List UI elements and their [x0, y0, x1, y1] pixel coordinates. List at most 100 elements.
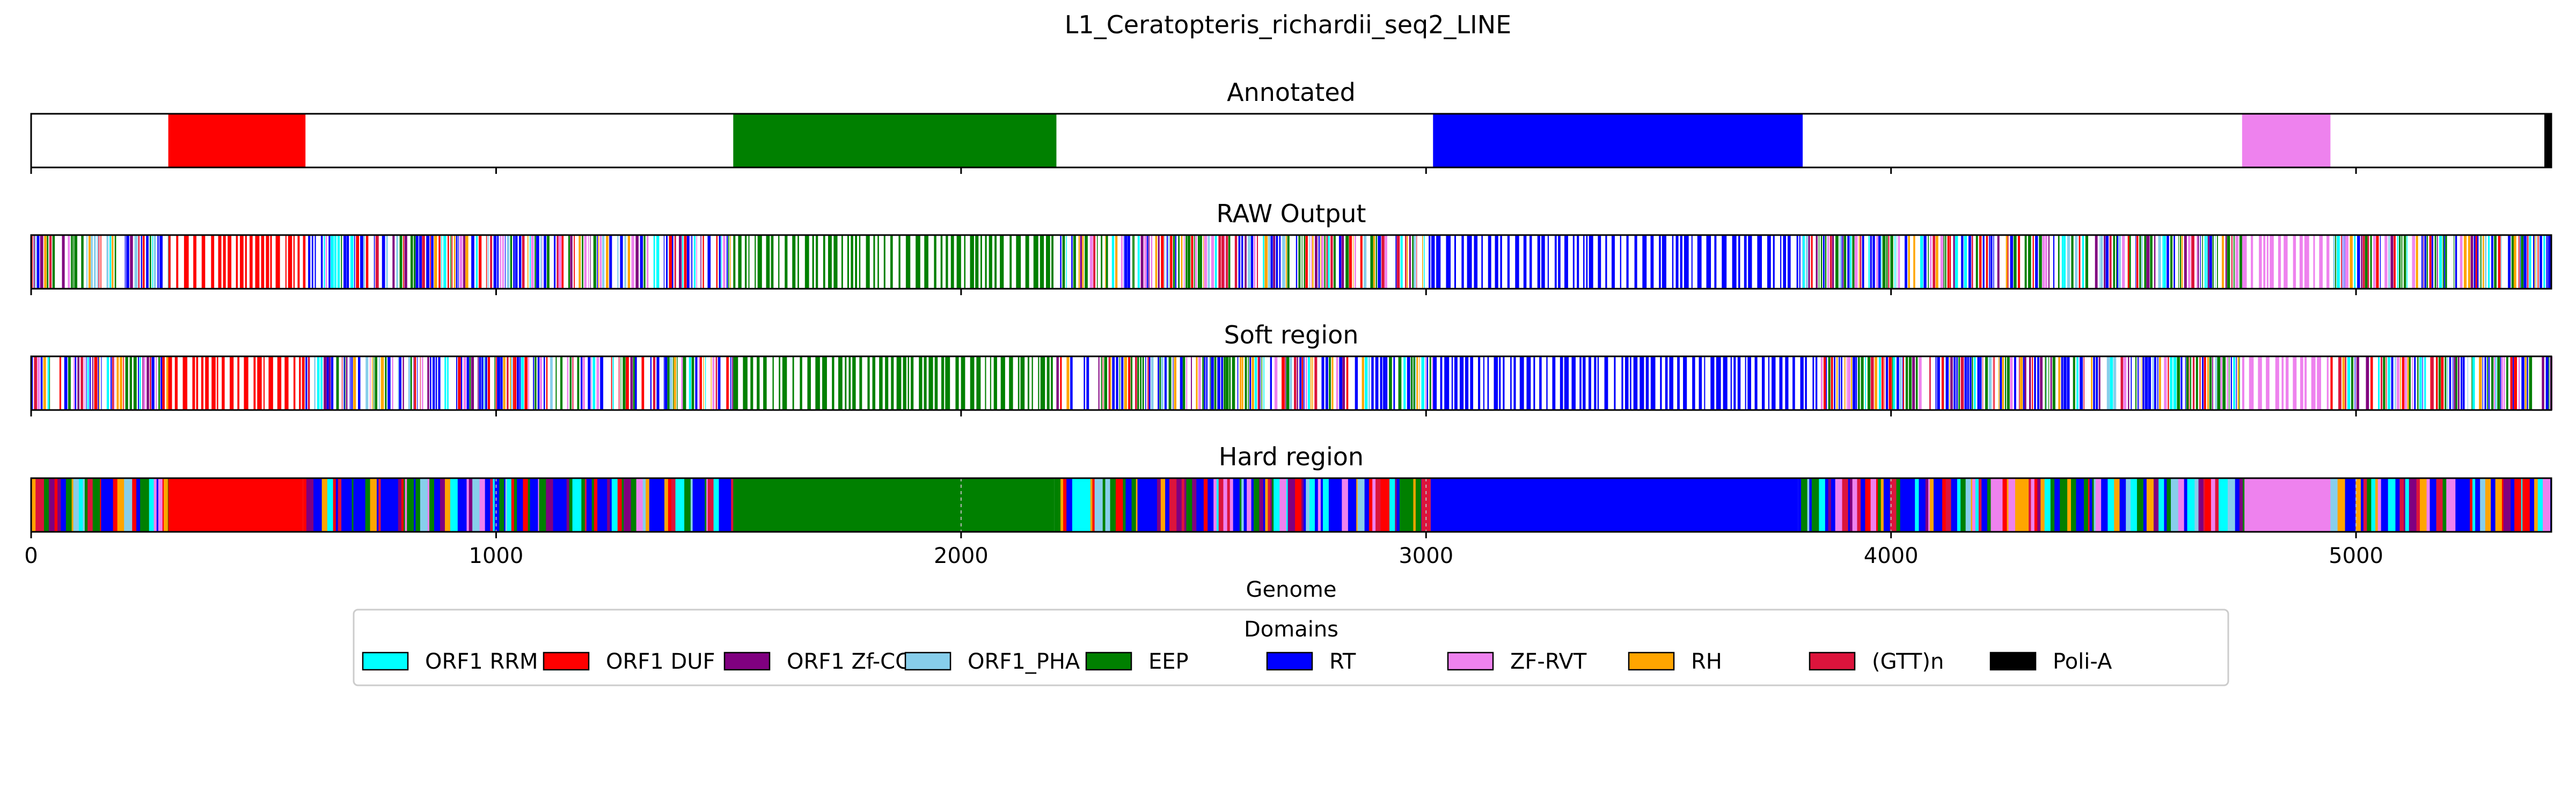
domain-stripe	[1382, 478, 1390, 532]
domain-stripe	[956, 235, 961, 289]
domain-stripe	[1975, 235, 1978, 289]
domain-stripe	[1829, 235, 1832, 289]
domain-stripe	[1137, 478, 1144, 532]
domain-stripe	[1444, 356, 1450, 410]
domain-stripe	[1248, 356, 1249, 410]
domain-stripe	[1110, 356, 1111, 410]
domain-stripe	[479, 478, 486, 532]
domain-stripe	[1433, 356, 1437, 410]
domain-stripe	[976, 356, 981, 410]
domain-stripe	[438, 235, 441, 289]
domain-stripe	[1433, 235, 1435, 289]
domain-stripe	[723, 235, 726, 289]
domain-stripe	[1106, 235, 1108, 289]
legend-label: RT	[1329, 649, 1356, 674]
domain-stripe	[1902, 356, 1904, 410]
domain-stripe	[1309, 478, 1315, 532]
domain-stripe	[569, 356, 572, 410]
domain-stripe	[1241, 356, 1243, 410]
domain-stripe	[1081, 478, 1088, 532]
domain-stripe	[2171, 478, 2179, 532]
domain-stripe	[2351, 356, 2354, 410]
domain-stripe	[124, 478, 129, 532]
domain-stripe	[1541, 235, 1545, 289]
domain-stripe	[2139, 235, 2141, 289]
domain-stripe	[1257, 356, 1260, 410]
domain-stripe	[1510, 356, 1512, 410]
domain-stripe	[1571, 356, 1576, 410]
domain-stripe	[48, 478, 55, 532]
domain-stripe	[1634, 235, 1637, 289]
domain-stripe	[2434, 235, 2436, 289]
domain-stripe	[375, 235, 379, 289]
domain-stripe	[1680, 235, 1682, 289]
domain-stripe	[1945, 235, 1946, 289]
domain-stripe	[1745, 356, 1746, 410]
domain-stripe	[2475, 478, 2480, 532]
domain-stripe	[847, 235, 849, 289]
domain-stripe	[2304, 356, 2307, 410]
domain-stripe	[49, 356, 50, 410]
domain-stripe	[1980, 356, 1982, 410]
domain-stripe	[1111, 235, 1115, 289]
domain-stripe	[703, 356, 704, 410]
domain-stripe	[2384, 235, 2388, 289]
domain-stripe	[1265, 478, 1268, 532]
domain-stripe	[621, 478, 624, 532]
domain-stripe	[2141, 235, 2143, 289]
domain-stripe	[398, 356, 399, 410]
domain-stripe	[353, 356, 356, 410]
legend-swatch	[1447, 652, 1494, 671]
domain-stripe	[1183, 235, 1185, 289]
domain-stripe	[1880, 478, 1884, 532]
domain-stripe	[2154, 356, 2156, 410]
domain-stripe	[112, 235, 114, 289]
domain-stripe	[1208, 235, 1210, 289]
domain-stripe	[1071, 235, 1073, 289]
domain-stripe	[380, 478, 386, 532]
domain-stripe	[2546, 235, 2548, 289]
domain-stripe	[1375, 478, 1381, 532]
domain-stripe	[1723, 356, 1728, 410]
domain-stripe	[592, 356, 596, 410]
domain-stripe	[1395, 235, 1397, 289]
domain-stripe	[1650, 356, 1656, 410]
domain-stripe	[1950, 356, 1953, 410]
domain-stripe	[1577, 235, 1579, 289]
domain-stripe	[1738, 235, 1740, 289]
domain-stripe	[2367, 235, 2369, 289]
domain-stripe	[284, 356, 289, 410]
domain-stripe	[1286, 478, 1289, 532]
domain-stripe	[1090, 478, 1093, 532]
domain-stripe	[2523, 235, 2527, 289]
domain-stripe	[1016, 235, 1021, 289]
domain-stripe	[2181, 235, 2183, 289]
domain-stripe	[1025, 235, 1029, 289]
domain-stripe	[1942, 478, 1946, 532]
domain-stripe	[218, 235, 222, 289]
legend-title: Domains	[1244, 617, 1338, 642]
domain-stripe	[2144, 235, 2147, 289]
domain-stripe	[101, 478, 106, 532]
domain-stripe	[2438, 356, 2441, 410]
domain-stripe	[2468, 235, 2471, 289]
domain-stripe	[1108, 356, 1110, 410]
domain-stripe	[855, 235, 858, 289]
domain-stripe	[1940, 235, 1944, 289]
domain-stripe	[485, 356, 487, 410]
legend-label: ORF1 DUF	[606, 649, 715, 674]
domain-stripe	[1446, 235, 1451, 289]
domain-stripe	[678, 235, 682, 289]
domain-stripe	[1881, 356, 1884, 410]
domain-stripe	[2100, 235, 2103, 289]
domain-stripe	[106, 235, 109, 289]
x-axis: 0 1000 2000 3000 4000 5000	[24, 544, 2383, 568]
domain-stripe	[2394, 235, 2396, 289]
domain-stripe	[472, 478, 480, 532]
domain-stripe	[2042, 235, 2045, 289]
domain-stripe	[1066, 356, 1070, 410]
domain-stripe	[1915, 478, 1919, 532]
domain-stripe	[415, 235, 419, 289]
domain-stripe	[2109, 235, 2112, 289]
domain-stripe	[2136, 235, 2139, 289]
